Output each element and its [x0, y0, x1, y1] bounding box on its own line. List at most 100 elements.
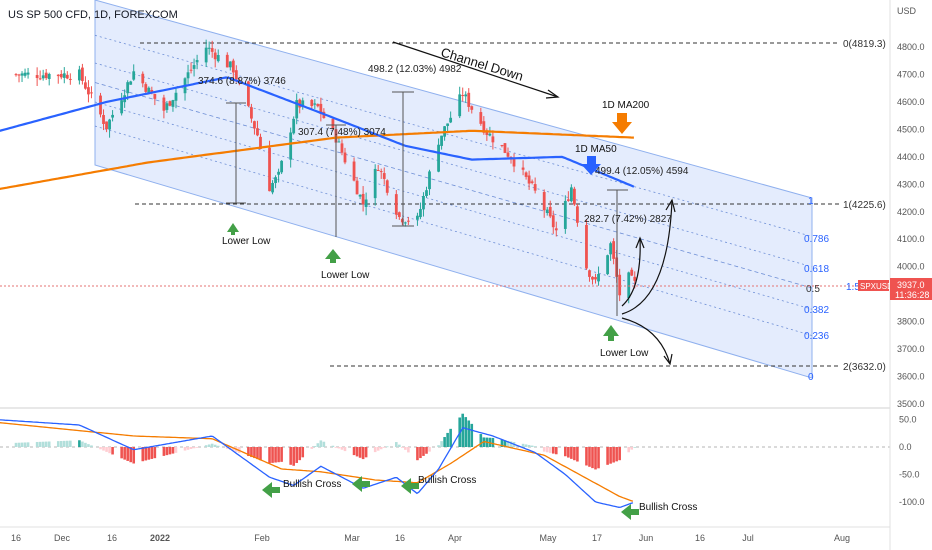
candle-body	[500, 145, 504, 147]
macd-histogram-bar	[570, 447, 573, 459]
bullish-cross-arrow-3	[401, 478, 419, 494]
macd-histogram-bar	[225, 447, 229, 449]
macd-histogram-bar	[20, 442, 24, 447]
macd-tick-label: 0.0	[899, 442, 912, 452]
candle-body	[482, 121, 486, 133]
candle-body	[17, 74, 21, 76]
macd-histogram-bar	[548, 447, 552, 453]
time-tick-label: Aug	[834, 533, 850, 543]
macd-histogram-bar	[144, 447, 148, 461]
macd-histogram-bar	[171, 447, 175, 454]
macd-histogram-bar	[78, 440, 81, 447]
macd-histogram-bar	[588, 447, 591, 467]
macd-histogram-bar	[376, 447, 380, 451]
price-tick-label: 4100.0	[897, 234, 925, 244]
candle-body	[277, 171, 280, 175]
candle-body	[298, 99, 302, 108]
price-axis[interactable]	[890, 0, 932, 550]
macd-histogram-bar	[609, 447, 612, 464]
channel-fib-0786: 0.786	[804, 234, 829, 245]
fib-2-label: 2(3632.0)	[843, 362, 886, 373]
candle-body	[394, 194, 398, 215]
macd-histogram-bar	[606, 447, 609, 465]
macd-histogram-bar	[17, 442, 21, 447]
macd-histogram-bar	[292, 447, 295, 466]
macd-histogram-bar	[108, 447, 111, 454]
macd-histogram-bar	[23, 442, 27, 447]
candle-body	[271, 182, 274, 193]
bullish-cross-arrow-1	[262, 482, 280, 498]
candle-body	[594, 277, 597, 280]
candle-body	[479, 112, 483, 124]
channel-fib-0618: 0.618	[804, 264, 829, 275]
candle-body	[292, 119, 296, 134]
candle-body	[458, 94, 462, 117]
macd-histogram-bar	[509, 441, 513, 447]
price-tick-label: 4700.0	[897, 69, 925, 79]
macd-histogram-bar	[627, 447, 631, 453]
macd-histogram-bar	[295, 447, 299, 463]
macd-histogram-bar	[461, 413, 465, 447]
candle-body	[467, 92, 471, 107]
macd-histogram-bar	[47, 441, 51, 447]
macd-histogram-bar	[500, 439, 504, 447]
macd-histogram-bar	[425, 447, 428, 454]
candle-body	[259, 136, 262, 149]
candle-body	[253, 121, 256, 129]
candle-body	[576, 206, 579, 223]
measure-2-label: 307.4 (7.48%) 3074	[298, 127, 386, 138]
time-tick-label: 16	[11, 533, 21, 543]
price-tick-label: 3600.0	[897, 372, 925, 382]
measure-4-label: 499.4 (12.05%) 4594	[595, 166, 689, 177]
candle-body	[295, 100, 299, 119]
candle-body	[81, 67, 84, 81]
candle-body	[168, 101, 172, 106]
macd-histogram-bar	[268, 447, 271, 464]
candle-body	[606, 255, 609, 275]
candle-body	[147, 87, 151, 94]
lower-low-label-3: Lower Low	[600, 348, 649, 359]
candle-body	[153, 93, 157, 99]
candle-body	[358, 194, 362, 197]
macd-histogram-bar	[247, 447, 250, 457]
candle-body	[612, 241, 616, 259]
projection-arrows	[392, 41, 676, 366]
macd-histogram-bar	[530, 445, 534, 447]
candle-body	[527, 175, 531, 184]
measurement-tools	[226, 91, 628, 316]
badge-symbol-box	[858, 280, 889, 291]
candle-body	[192, 65, 196, 69]
candle-body	[165, 103, 169, 110]
price-tick-label: 4000.0	[897, 262, 925, 272]
macd-histogram-bar	[69, 440, 72, 447]
ma200-line	[0, 129, 634, 191]
macd-histogram-bar	[26, 442, 30, 447]
ma50-arrow	[581, 156, 601, 175]
candle-body	[352, 161, 356, 181]
badge-price-box	[890, 278, 932, 300]
ma50-label: 1D MA50	[575, 144, 617, 155]
price-tick-label: 3500.0	[897, 399, 925, 409]
candle-body	[274, 177, 277, 184]
badge-countdown: 11:36:28	[895, 290, 929, 300]
candle-body	[84, 82, 87, 89]
macd-histogram-bar	[310, 447, 314, 449]
macd-histogram-bar	[340, 447, 344, 450]
candle-body	[419, 209, 422, 218]
candle-body	[216, 55, 220, 62]
macd-histogram-bar	[322, 441, 326, 447]
macd-histogram-bar	[259, 447, 262, 461]
price-tick-label: 4500.0	[897, 124, 925, 134]
projection-up-major-head	[665, 198, 676, 213]
candle-body	[566, 199, 570, 201]
macd-histogram-bar	[38, 441, 42, 447]
candle-body	[422, 195, 425, 210]
candle-body	[301, 100, 305, 107]
time-tick-label: May	[539, 533, 557, 543]
candle-body	[65, 74, 69, 79]
candle-body	[524, 172, 528, 177]
candle-body	[630, 269, 634, 276]
macd-histogram-bar	[41, 441, 45, 447]
candle-body	[425, 190, 428, 197]
